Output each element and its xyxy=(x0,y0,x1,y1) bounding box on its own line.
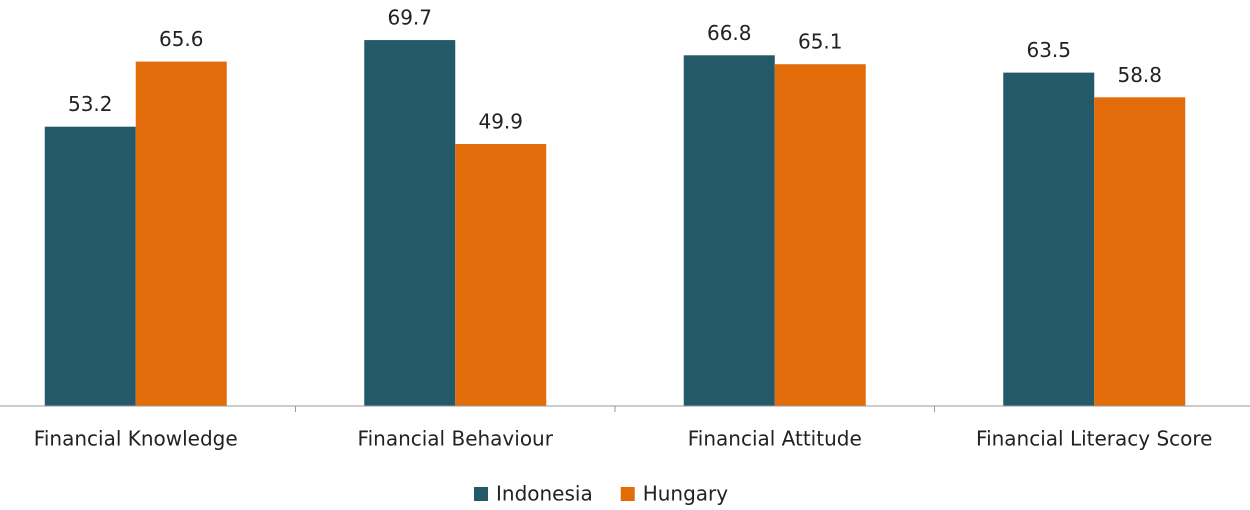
legend-swatch xyxy=(620,487,635,501)
value-label: 65.6 xyxy=(159,27,204,51)
value-label: 53.2 xyxy=(68,92,113,116)
legend-label: Hungary xyxy=(643,482,729,506)
value-label: 65.1 xyxy=(798,30,843,54)
x-tick-label: Financial Behaviour xyxy=(358,427,554,451)
x-tick-label: Financial Literacy Score xyxy=(976,427,1212,451)
bar xyxy=(1094,97,1186,407)
bar xyxy=(1003,72,1095,406)
legend-swatch xyxy=(474,487,488,501)
value-label: 66.8 xyxy=(707,21,752,45)
bar xyxy=(455,144,547,406)
value-label: 49.9 xyxy=(478,110,523,134)
value-label: 58.8 xyxy=(1117,63,1162,87)
bar xyxy=(364,40,456,406)
x-tick-label: Financial Attitude xyxy=(688,427,862,451)
value-label: 63.5 xyxy=(1026,38,1071,62)
legend-label: Indonesia xyxy=(496,482,593,506)
bar xyxy=(683,55,775,407)
value-label: 69.7 xyxy=(387,6,432,30)
bar xyxy=(774,64,866,406)
bar xyxy=(135,61,227,406)
bar xyxy=(44,126,136,406)
x-tick-label: Financial Knowledge xyxy=(34,427,238,451)
